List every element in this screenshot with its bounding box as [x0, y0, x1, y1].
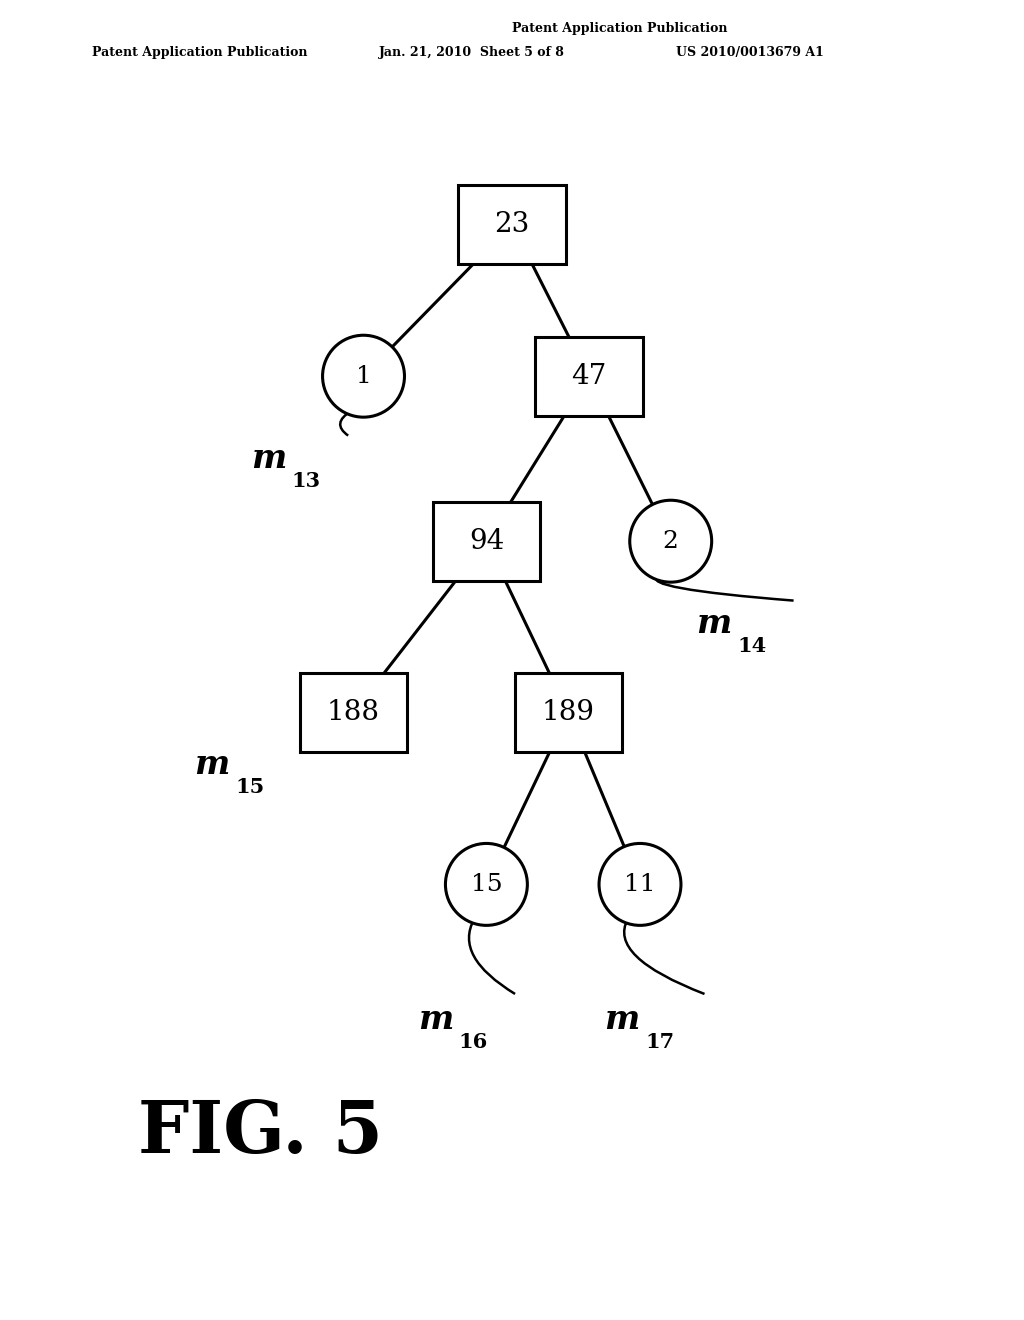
- Text: Jan. 21, 2010  Sheet 5 of 8: Jan. 21, 2010 Sheet 5 of 8: [379, 46, 565, 59]
- Text: 16: 16: [459, 1032, 488, 1052]
- Text: 2: 2: [663, 529, 679, 553]
- Text: 15: 15: [471, 873, 502, 896]
- Text: m: m: [418, 1003, 454, 1036]
- Text: Patent Application Publication: Patent Application Publication: [92, 46, 307, 59]
- Ellipse shape: [323, 335, 404, 417]
- Text: FIG. 5: FIG. 5: [138, 1097, 383, 1168]
- Text: m: m: [696, 607, 732, 640]
- Text: 1: 1: [355, 364, 372, 388]
- Text: 13: 13: [292, 471, 321, 491]
- Text: 47: 47: [571, 363, 606, 389]
- Text: 17: 17: [645, 1032, 674, 1052]
- Ellipse shape: [599, 843, 681, 925]
- FancyBboxPatch shape: [459, 185, 565, 264]
- Text: m: m: [604, 1003, 640, 1036]
- Text: 188: 188: [327, 700, 380, 726]
- Ellipse shape: [445, 843, 527, 925]
- Text: 15: 15: [236, 777, 265, 797]
- Ellipse shape: [630, 500, 712, 582]
- Text: 23: 23: [495, 211, 529, 238]
- Text: US 2010/0013679 A1: US 2010/0013679 A1: [676, 46, 823, 59]
- Text: 14: 14: [737, 636, 767, 656]
- Text: m: m: [195, 748, 230, 781]
- Text: 189: 189: [542, 700, 595, 726]
- FancyBboxPatch shape: [535, 337, 643, 416]
- FancyBboxPatch shape: [514, 673, 622, 752]
- Text: 94: 94: [469, 528, 504, 554]
- Text: Patent Application Publication: Patent Application Publication: [512, 22, 727, 36]
- FancyBboxPatch shape: [432, 502, 541, 581]
- Text: 11: 11: [625, 873, 655, 896]
- FancyBboxPatch shape: [299, 673, 408, 752]
- Text: m: m: [251, 442, 287, 475]
